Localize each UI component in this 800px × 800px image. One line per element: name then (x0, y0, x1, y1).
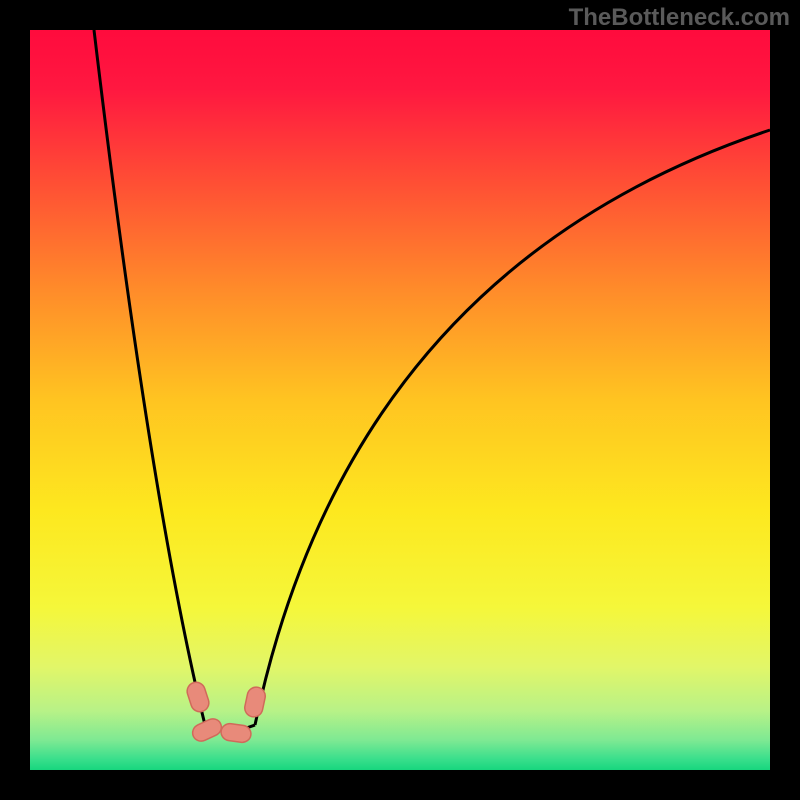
plot-area (30, 30, 770, 770)
watermark-text: TheBottleneck.com (569, 4, 790, 32)
chart-svg (0, 0, 800, 800)
chart-container: TheBottleneck.com (0, 0, 800, 800)
